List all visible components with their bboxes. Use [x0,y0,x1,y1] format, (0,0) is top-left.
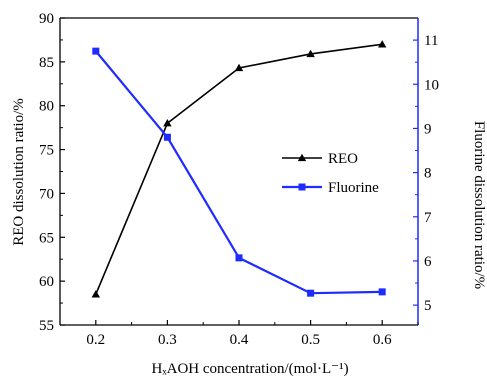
right-y-axis: 5 6 7 8 9 10 11 [413,33,439,314]
right-y-tick-label: 9 [424,121,432,137]
reo-data-point [306,49,315,58]
left-y-tick-label: 60 [39,274,54,290]
left-y-tick-label: 75 [39,143,54,159]
fluorine-data-point [92,47,100,55]
left-y-axis: 55 60 65 70 75 80 85 90 [39,11,65,334]
right-y-tick-label: 6 [424,254,432,270]
left-y-tick-label: 70 [39,186,54,202]
fluorine-data-point [378,288,386,296]
left-y-tick-label: 65 [39,230,54,246]
legend-fluorine-label: Fluorine [328,180,379,196]
right-y-axis-title: Fluorine dissolution ratio/% [471,121,487,289]
reo-data-point [163,119,172,127]
right-y-tick-label: 8 [424,166,432,182]
x-tick-label: 0.6 [373,332,392,348]
right-y-tick-label: 11 [424,33,438,49]
x-tick-label: 0.5 [301,332,320,348]
fluorine-data-point [163,133,171,141]
legend: REO Fluorine [282,151,379,196]
reo-data-point [91,290,100,298]
legend-fluorine-marker [298,183,306,191]
reo-data-point [234,63,244,72]
x-tick-label: 0.4 [230,332,249,348]
legend-reo-marker [297,153,307,162]
x-tick-label: 0.2 [86,332,105,348]
right-y-tick-label: 7 [424,210,432,226]
fluorine-data-point [307,289,315,297]
right-y-tick-label: 10 [424,77,439,93]
legend-reo-label: REO [328,151,358,167]
x-axis-title: HₓAOH concentration/(mol·L⁻¹) [151,361,348,377]
left-y-tick-label: 55 [39,318,54,334]
x-tick-label: 0.3 [158,332,177,348]
right-y-tick-label: 5 [424,298,432,314]
left-y-axis-title: REO dissolution ratio/% [11,98,27,246]
left-y-tick-label: 85 [39,55,54,71]
series-layer [91,40,387,298]
fluorine-data-point [235,254,243,262]
left-y-tick-label: 80 [39,99,54,115]
reo-data-point [378,40,387,48]
x-axis: 0.2 0.3 0.4 0.5 0.6 [86,320,419,348]
left-y-tick-label: 90 [39,11,54,27]
